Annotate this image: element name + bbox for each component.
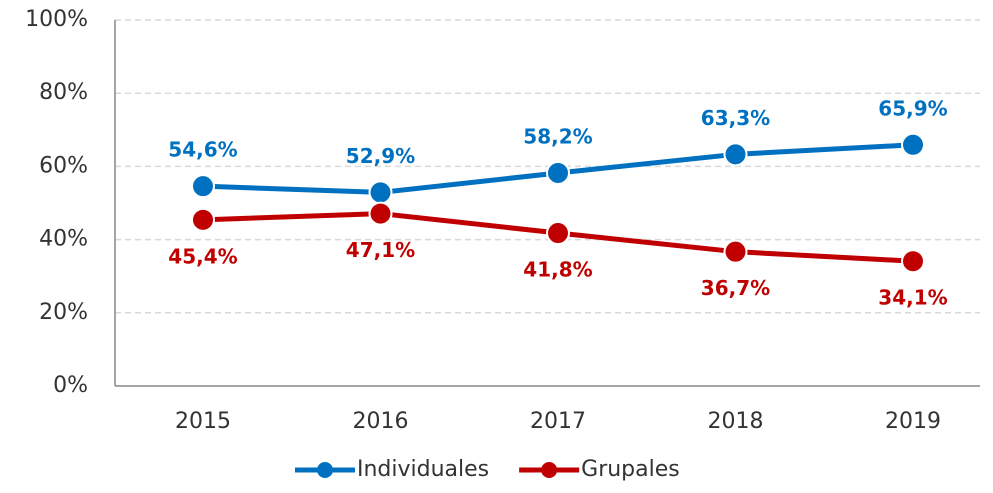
data-label: 65,9% [878,96,947,120]
data-label: 45,4% [168,244,237,268]
y-tick-label: 40% [39,227,88,252]
marker [546,221,570,246]
data-label: 47,1% [346,238,415,262]
legend-label: Individuales [357,457,489,482]
x-tick-label: 2015 [175,409,231,434]
legend-marker [317,462,333,478]
marker [723,142,748,167]
data-label: 63,3% [701,106,770,130]
data-label: 34,1% [878,286,947,310]
marker [368,180,393,205]
y-tick-label: 0% [53,373,88,398]
x-tick-label: 2017 [530,409,586,434]
data-label: 52,9% [346,144,415,168]
x-tick-label: 2016 [353,409,409,434]
x-tick-label: 2018 [708,409,764,434]
marker [191,174,215,199]
legend-marker [541,462,558,478]
marker [191,207,215,232]
marker [723,239,748,264]
marker [901,249,925,274]
y-tick-label: 20% [39,300,88,325]
data-label: 36,7% [701,276,770,300]
data-label: 58,2% [523,124,592,148]
legend-label: Grupales [581,457,680,482]
marker [901,132,925,157]
y-tick-label: 60% [39,153,88,178]
y-tick-label: 100% [25,7,88,32]
data-label: 54,6% [168,138,237,162]
data-label: 41,8% [523,258,592,282]
marker [368,201,393,226]
marker [546,160,570,185]
x-tick-label: 2019 [885,409,941,434]
y-tick-label: 80% [39,80,88,105]
